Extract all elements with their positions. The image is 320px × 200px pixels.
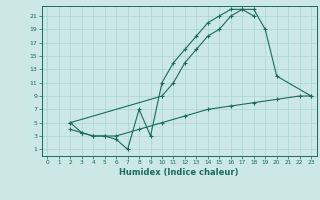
X-axis label: Humidex (Indice chaleur): Humidex (Indice chaleur) (119, 168, 239, 177)
